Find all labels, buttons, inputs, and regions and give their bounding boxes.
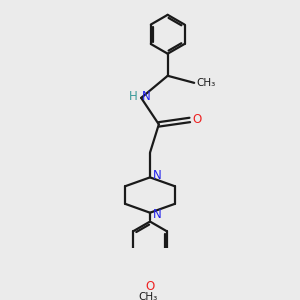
Text: N: N (153, 169, 161, 182)
Text: N: N (153, 208, 161, 221)
Text: N: N (142, 90, 151, 103)
Text: H: H (129, 90, 138, 103)
Text: CH₃: CH₃ (139, 292, 158, 300)
Text: O: O (192, 112, 202, 126)
Text: O: O (146, 280, 154, 293)
Text: CH₃: CH₃ (196, 78, 215, 88)
